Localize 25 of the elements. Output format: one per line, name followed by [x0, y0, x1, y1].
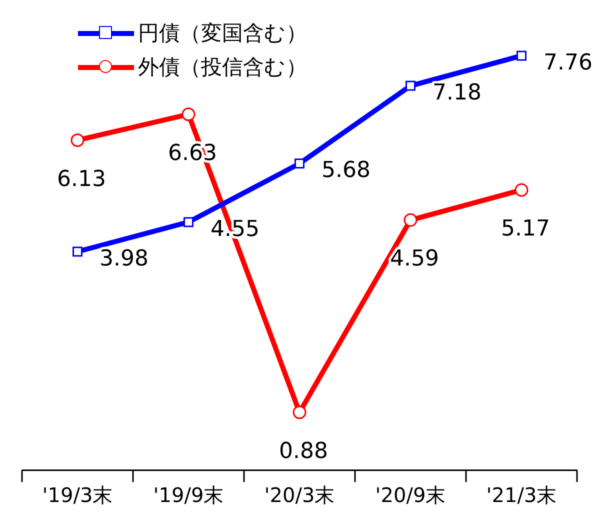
data-label: 5.68	[322, 158, 370, 184]
point	[292, 406, 306, 420]
data-label: 5.17	[501, 216, 550, 242]
data-label: 6.13	[57, 166, 106, 192]
x-tick-label: '20/9末	[375, 483, 446, 508]
point	[514, 183, 528, 197]
data-label: 4.59	[390, 246, 439, 272]
legend-label: 外債（投信含む）	[138, 54, 307, 81]
data-label: 7.18	[432, 80, 482, 106]
point	[516, 50, 526, 61]
data-label: 0.88	[279, 439, 328, 464]
x-tick-label: '19/3末	[42, 483, 113, 508]
x-tick-label: '20/3末	[264, 483, 335, 508]
legend-label: 円債（変国含む）	[138, 20, 307, 47]
point	[294, 158, 304, 169]
point	[72, 246, 82, 257]
point	[182, 108, 196, 122]
data-label: 7.76	[544, 50, 592, 76]
x-tick-label: '21/3末	[486, 483, 557, 508]
data-label: 3.98	[100, 246, 148, 272]
point	[184, 217, 194, 228]
point	[404, 213, 418, 227]
x-tick-label: '19/9末	[153, 483, 224, 508]
point	[406, 80, 416, 91]
point	[70, 133, 84, 147]
